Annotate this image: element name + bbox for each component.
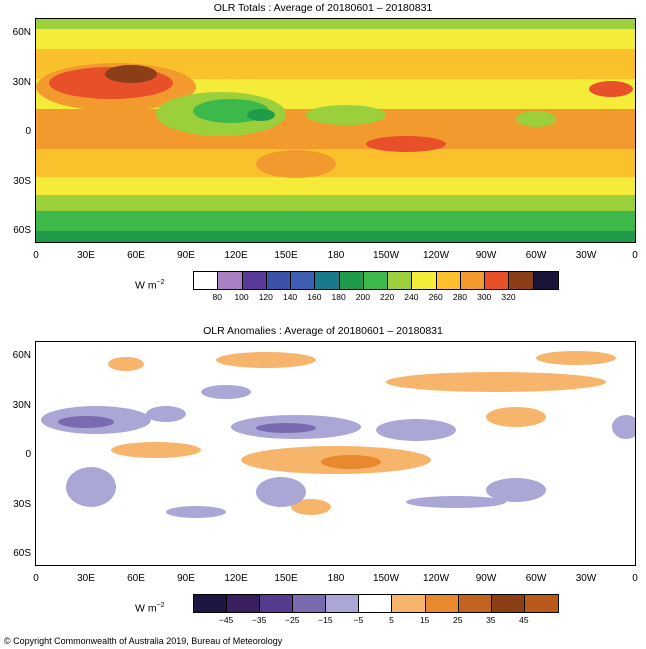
colorbar-tick-label: −5 — [353, 615, 364, 625]
colorbar-swatch — [260, 595, 294, 612]
anomalies-lat-label: 30N — [12, 400, 31, 411]
anomalies-lon-label: 60W — [525, 573, 547, 584]
colorbar-tick-label: 120 — [258, 292, 273, 302]
totals-lon-label: 60E — [127, 250, 145, 261]
totals-lat-label: 60S — [13, 225, 31, 236]
colorbar-tick-label: 200 — [355, 292, 370, 302]
anomalies-lon-label: 30W — [575, 573, 597, 584]
colorbar-tick-label: 140 — [282, 292, 298, 302]
anomalies-map-frame — [35, 341, 636, 566]
anomalies-lat-label: 60N — [12, 350, 31, 361]
colorbar-swatch — [194, 272, 219, 289]
totals-map-field — [36, 19, 635, 242]
totals-lon-label: 0 — [632, 250, 638, 261]
anomalies-lat-label: 60S — [13, 548, 31, 559]
anomalies-lon-label: 90E — [177, 573, 195, 584]
totals-lon-label: 150E — [274, 250, 298, 261]
anomalies-map-field — [36, 342, 635, 565]
anomalies-lon-label: 120W — [422, 573, 450, 584]
colorbar-tick-label: 35 — [486, 615, 496, 625]
anomalies-lon-label: 150E — [274, 573, 298, 584]
totals-lon-label: 120W — [422, 250, 450, 261]
anomalies-lon-label: 0 — [33, 573, 39, 584]
colorbar-swatch — [425, 595, 459, 612]
anomalies-units-label: W m−2 — [135, 602, 165, 615]
totals-lat-label: 30S — [13, 176, 31, 187]
anomalies-lon-label: 30E — [77, 573, 95, 584]
anomalies-lon-label: 0 — [632, 573, 638, 584]
colorbar-tick-label: 15 — [419, 615, 430, 625]
anomalies-lon-label: 60E — [127, 573, 145, 584]
colorbar-tick-label: 100 — [234, 292, 249, 302]
colorbar-swatch — [218, 272, 243, 289]
colorbar-tick-label: 320 — [501, 292, 516, 302]
anomalies-lon-label: 120E — [224, 573, 248, 584]
colorbar-swatch — [293, 595, 327, 612]
totals-lon-label: 90W — [475, 250, 497, 261]
colorbar-swatch — [326, 595, 360, 612]
colorbar-swatch — [509, 272, 534, 289]
totals-units-label: W m−2 — [135, 279, 165, 292]
colorbar-tick-label: −25 — [285, 615, 300, 625]
colorbar-tick-label: −35 — [251, 615, 267, 625]
colorbar-swatch — [533, 272, 558, 289]
copyright-notice: © Copyright Commonwealth of Australia 20… — [4, 636, 283, 646]
totals-lon-label: 180 — [327, 250, 345, 261]
colorbar-tick-label: 280 — [452, 292, 468, 302]
colorbar-tick-label: 240 — [404, 292, 419, 302]
anomalies-lat-label: 30S — [13, 499, 31, 510]
totals-lon-label: 150W — [372, 250, 400, 261]
colorbar-tick-label: 160 — [307, 292, 322, 302]
colorbar-swatch — [458, 595, 492, 612]
colorbar-tick-label: 5 — [389, 615, 394, 625]
colorbar-swatch — [315, 272, 340, 289]
anomalies-lon-label: 180 — [327, 573, 345, 584]
colorbar-swatch — [436, 272, 461, 289]
colorbar-swatch — [388, 272, 413, 289]
colorbar-tick-label: −45 — [218, 615, 234, 625]
totals-map-frame — [35, 18, 636, 243]
colorbar-swatch — [194, 595, 228, 612]
colorbar-tick-label: 260 — [428, 292, 443, 302]
colorbar-swatch — [392, 595, 426, 612]
totals-lon-label: 90E — [177, 250, 195, 261]
anomalies-map-title: OLR Anomalies : Average of 20180601 – 20… — [203, 325, 443, 337]
colorbar-swatch — [460, 272, 486, 289]
colorbar-tick-label: 300 — [477, 292, 492, 302]
anomalies-colorbar — [193, 594, 559, 613]
colorbar-swatch — [339, 272, 364, 289]
colorbar-tick-label: −15 — [318, 615, 333, 625]
totals-lon-label: 30W — [575, 250, 597, 261]
colorbar-swatch — [291, 272, 316, 289]
colorbar-tick-label: 80 — [212, 292, 222, 302]
anomalies-lon-label: 150W — [372, 573, 400, 584]
totals-lon-label: 120E — [224, 250, 248, 261]
colorbar-tick-label: 45 — [519, 615, 529, 625]
totals-lat-label: 30N — [12, 77, 31, 88]
totals-lat-label: 0 — [25, 126, 31, 137]
colorbar-tick-label: 180 — [331, 292, 346, 302]
totals-lat-label: 60N — [12, 27, 31, 38]
colorbar-swatch — [266, 272, 292, 289]
colorbar-swatch — [363, 272, 389, 289]
totals-map-title: OLR Totals : Average of 20180601 – 20180… — [213, 2, 433, 14]
colorbar-swatch — [359, 595, 393, 612]
colorbar-swatch — [485, 272, 510, 289]
colorbar-swatch — [524, 595, 558, 612]
totals-lon-label: 30E — [77, 250, 95, 261]
colorbar-tick-label: 220 — [380, 292, 395, 302]
colorbar-swatch — [227, 595, 261, 612]
colorbar-swatch — [412, 272, 437, 289]
colorbar-swatch — [491, 595, 525, 612]
totals-colorbar — [193, 271, 559, 290]
totals-lon-label: 0 — [33, 250, 39, 261]
colorbar-tick-label: 25 — [452, 615, 463, 625]
anomalies-lon-label: 90W — [475, 573, 497, 584]
anomalies-lat-label: 0 — [25, 449, 31, 460]
colorbar-swatch — [242, 272, 267, 289]
totals-lon-label: 60W — [525, 250, 547, 261]
